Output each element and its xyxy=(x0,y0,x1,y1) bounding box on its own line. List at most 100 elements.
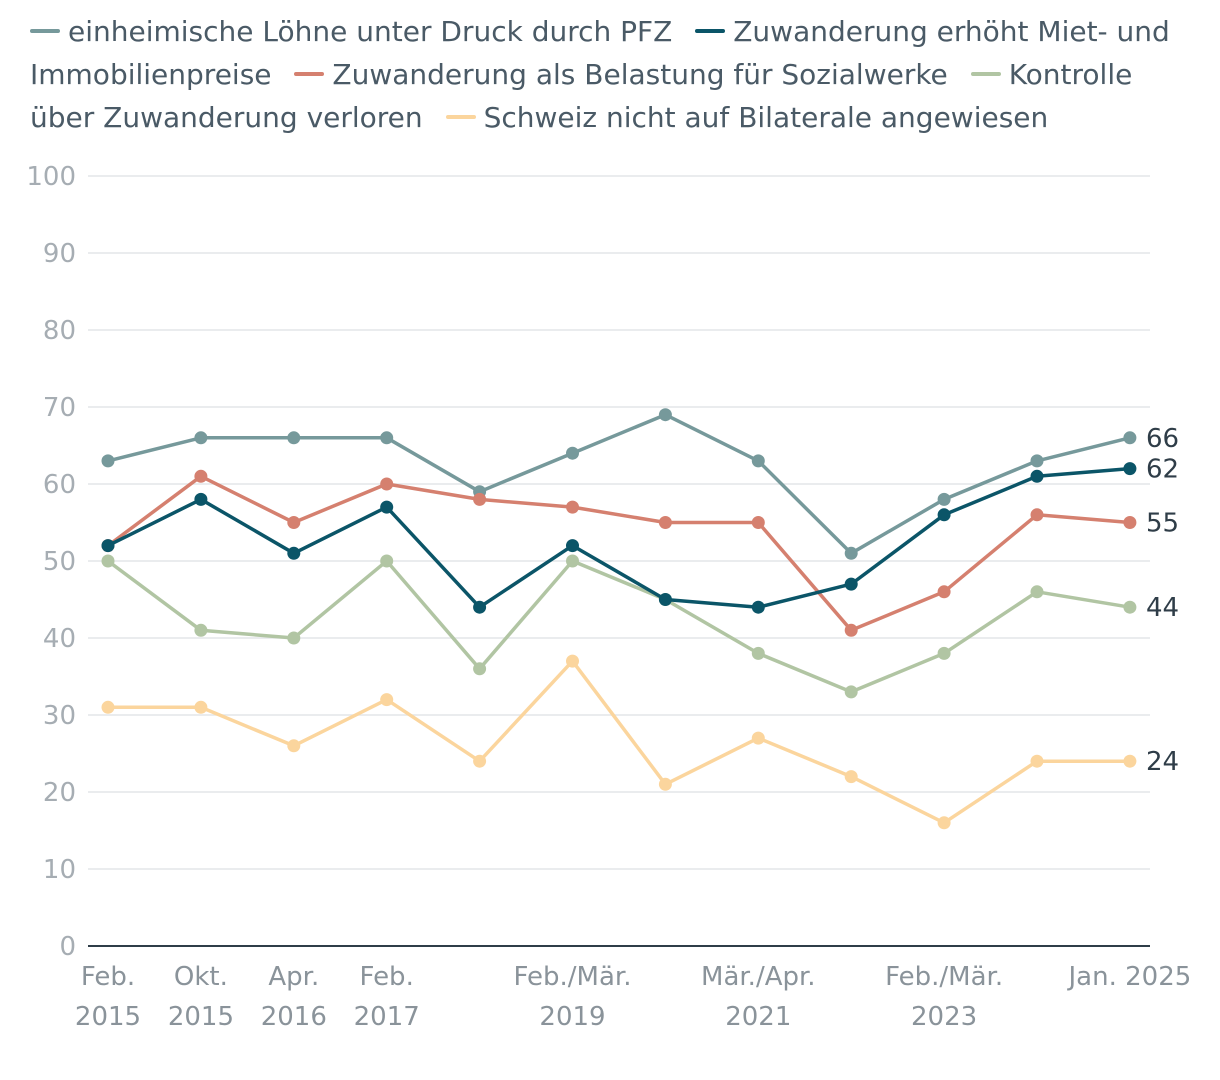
y-tick-label: 80 xyxy=(43,316,76,346)
data-point xyxy=(844,770,858,784)
data-point xyxy=(658,516,672,529)
y-tick-label: 10 xyxy=(43,855,76,885)
y-tick-label: 20 xyxy=(43,778,76,808)
data-point xyxy=(844,577,858,591)
x-tick-label: 2015 xyxy=(75,1002,141,1032)
data-point xyxy=(380,554,394,568)
y-tick-label: 30 xyxy=(43,701,76,731)
data-point xyxy=(751,454,765,468)
legend-swatch xyxy=(970,72,1001,76)
data-point xyxy=(937,646,951,660)
y-tick-label: 50 xyxy=(43,547,76,577)
data-point xyxy=(1030,508,1044,522)
y-tick-label: 100 xyxy=(26,162,76,192)
data-point xyxy=(566,500,579,514)
x-tick-label: 2016 xyxy=(261,1002,327,1032)
data-point xyxy=(566,446,579,460)
data-point xyxy=(473,754,487,768)
end-value-label: 62 xyxy=(1146,455,1179,485)
y-tick-label: 40 xyxy=(43,624,76,654)
x-tick-label: 2023 xyxy=(911,1002,977,1032)
data-point xyxy=(194,623,208,637)
end-value-label: 66 xyxy=(1146,424,1179,454)
data-point xyxy=(751,646,765,660)
legend-item-mietpreise: Zuwanderung erhöht Miet- und Immobilienp… xyxy=(30,15,1170,91)
data-point xyxy=(380,431,394,445)
data-point xyxy=(473,662,487,676)
legend-swatch xyxy=(294,72,325,76)
data-point xyxy=(380,500,394,514)
data-point xyxy=(194,469,208,483)
data-point xyxy=(751,600,765,614)
data-point xyxy=(473,600,487,614)
y-tick-label: 0 xyxy=(59,932,76,962)
data-point xyxy=(566,539,579,553)
data-point xyxy=(1030,469,1044,483)
x-tick-label: Okt. xyxy=(174,962,228,992)
x-tick-label: Feb. xyxy=(360,962,414,992)
x-tick-label: 2015 xyxy=(168,1002,234,1032)
y-tick-label: 60 xyxy=(43,470,76,500)
legend-swatch xyxy=(30,29,60,33)
series-line xyxy=(106,474,1132,633)
x-tick-label: Apr. xyxy=(268,962,319,992)
legend-item-sozialwerke: Zuwanderung als Belastung für Sozialwerk… xyxy=(294,58,948,91)
data-point xyxy=(287,546,301,560)
data-point xyxy=(287,431,301,445)
legend-label: einheimische Löhne unter Druck durch PFZ xyxy=(68,15,673,48)
data-point xyxy=(844,685,858,699)
data-point xyxy=(194,431,208,445)
data-point xyxy=(380,693,394,707)
data-point xyxy=(101,700,115,714)
y-tick-label: 70 xyxy=(43,393,76,423)
legend-label: Zuwanderung erhöht Miet- und Immobilienp… xyxy=(30,15,1170,91)
series-line xyxy=(106,466,1132,609)
legend-label: Zuwanderung als Belastung für Sozialwerk… xyxy=(332,58,948,91)
legend-item-loehne: einheimische Löhne unter Druck durch PFZ xyxy=(30,15,672,48)
data-point xyxy=(566,654,579,668)
series-line xyxy=(106,659,1132,825)
data-point xyxy=(1123,754,1137,768)
legend-label: Schweiz nicht auf Bilaterale angewiesen xyxy=(483,101,1049,134)
data-point xyxy=(194,700,208,714)
data-point xyxy=(751,731,765,745)
x-tick-label: Feb./Mär. xyxy=(514,962,632,992)
data-point xyxy=(1030,454,1044,468)
data-point xyxy=(101,554,115,568)
data-point xyxy=(1123,431,1137,445)
y-tick-label: 90 xyxy=(43,239,76,269)
legend-item-kontrolle: Kontrolle über Zuwanderung verloren xyxy=(30,58,1132,134)
data-point xyxy=(380,477,394,491)
data-point xyxy=(844,546,858,560)
x-tick-label: 2019 xyxy=(539,1002,605,1032)
end-value-label: 24 xyxy=(1146,747,1179,777)
end-value-label: 55 xyxy=(1146,509,1179,539)
data-point xyxy=(287,739,301,753)
x-tick-label: 2017 xyxy=(354,1002,420,1032)
data-point xyxy=(1123,600,1137,614)
data-point xyxy=(287,631,301,645)
end-value-label: 44 xyxy=(1146,593,1179,623)
data-point xyxy=(1030,754,1044,768)
legend-swatch xyxy=(445,115,476,119)
data-point xyxy=(844,623,858,637)
data-point xyxy=(658,777,672,791)
data-point xyxy=(937,585,951,599)
data-point xyxy=(937,492,951,506)
legend: einheimische Löhne unter Druck durch PFZ… xyxy=(30,10,1200,139)
data-point xyxy=(937,508,951,522)
data-point xyxy=(1123,462,1137,476)
series-line xyxy=(106,559,1132,694)
data-point xyxy=(101,454,115,468)
legend-item-bilaterale: Schweiz nicht auf Bilaterale angewiesen xyxy=(445,101,1049,134)
data-point xyxy=(473,492,487,506)
series-line xyxy=(106,412,1132,556)
data-point xyxy=(1123,516,1137,529)
x-tick-label: Feb. xyxy=(81,962,135,992)
data-point xyxy=(101,539,115,553)
legend-swatch xyxy=(695,29,726,33)
legend-label: Kontrolle über Zuwanderung verloren xyxy=(30,58,1133,134)
data-point xyxy=(566,554,579,568)
